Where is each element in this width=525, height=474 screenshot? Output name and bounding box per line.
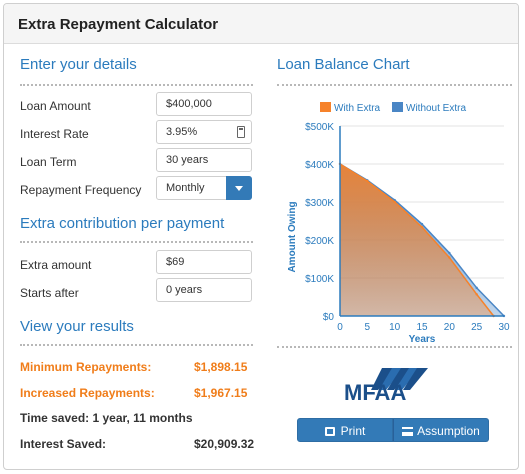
assumption-label: Assumption [417, 424, 480, 438]
min-repayments-label: Minimum Repayments: [20, 360, 152, 374]
data-point [448, 251, 451, 255]
legend-swatch [320, 102, 331, 112]
extra-amount-label: Extra amount [20, 258, 92, 272]
chart-heading: Loan Balance Chart [277, 56, 410, 73]
x-axis-label: Years [409, 334, 436, 342]
results-heading: View your results [20, 318, 134, 335]
x-tick-label: 30 [498, 322, 510, 333]
starts-after-input[interactable]: 0 years [156, 278, 252, 302]
loan-amount-input[interactable]: $400,000 [156, 92, 252, 116]
data-point [393, 200, 396, 204]
loan-balance-chart: With Extra Without Extra $0 $100K $200K $300… [287, 102, 510, 342]
chevron-down-icon[interactable] [226, 176, 252, 200]
loan-amount-label: Loan Amount [20, 99, 91, 113]
y-tick-label: $500K [305, 122, 334, 133]
legend-label: Without Extra [406, 103, 466, 114]
divider [20, 344, 253, 346]
divider [277, 346, 512, 348]
y-tick-label: $300K [305, 198, 334, 209]
frequency-select[interactable]: Monthly [156, 176, 252, 200]
x-tick-label: 10 [389, 322, 401, 333]
data-point [420, 222, 424, 226]
legend-swatch [392, 102, 403, 112]
divider [20, 84, 253, 86]
print-button[interactable]: Print [297, 418, 393, 442]
data-point [420, 225, 424, 229]
chart-areas [338, 162, 506, 318]
calculator-panel: Extra Repayment Calculator Enter your de… [3, 3, 519, 470]
x-tick-label: 15 [416, 322, 428, 333]
interest-saved-label: Interest Saved: [20, 437, 107, 451]
min-repayments-value: $1,898.15 [194, 360, 248, 374]
loan-term-label: Loan Term [20, 155, 77, 169]
interest-rate-input[interactable]: 3.95% [156, 120, 252, 144]
time-saved: Time saved: 1 year, 11 months [20, 411, 193, 425]
data-point [475, 293, 478, 296]
x-tick-label: 5 [365, 322, 371, 333]
data-point [475, 286, 478, 290]
x-tick-label: 25 [471, 322, 483, 333]
details-heading: Enter your details [20, 56, 137, 73]
y-tick-label: $400K [305, 160, 334, 171]
divider [20, 241, 253, 243]
y-axis-label: Amount Owing [287, 201, 298, 272]
x-tick-label: 20 [444, 322, 456, 333]
chart-axes: $0 $100K $200K $300K $400K $500K 0 5 10 15 20 25 30 Y… [287, 122, 510, 342]
extra-amount-input[interactable]: $69 [156, 250, 252, 274]
interest-saved-value: $20,909.32 [194, 437, 255, 451]
data-point [366, 179, 369, 183]
interest-rate-value: 3.95% [166, 126, 198, 138]
legend-label: With Extra [334, 103, 381, 114]
x-tick-label: 0 [337, 322, 343, 333]
data-point [448, 256, 451, 259]
loan-term-input[interactable]: 30 years [156, 148, 252, 172]
panel-title: Extra Repayment Calculator [4, 4, 518, 44]
calculator-icon[interactable] [237, 126, 245, 138]
starts-after-label: Starts after [20, 286, 79, 300]
increased-repayments-value: $1,967.15 [194, 386, 248, 400]
y-tick-label: $0 [323, 312, 335, 323]
chart-legend: With Extra Without Extra [320, 102, 466, 114]
assumption-button[interactable]: Assumption [393, 418, 489, 442]
area-with-extra [340, 164, 494, 316]
y-tick-label: $100K [305, 274, 334, 285]
list-icon [402, 427, 414, 436]
frequency-value: Monthly [166, 182, 205, 194]
frequency-label: Repayment Frequency [20, 183, 142, 197]
mfaa-logo: MFAA [344, 368, 428, 404]
interest-rate-label: Interest Rate [20, 127, 89, 141]
increased-repayments-label: Increased Repayments: [20, 386, 155, 400]
logo-text: MFAA [344, 380, 406, 404]
print-icon [324, 427, 335, 436]
y-tick-label: $200K [305, 236, 334, 247]
print-label: Print [340, 424, 366, 438]
divider [277, 84, 512, 86]
extra-heading: Extra contribution per payment [20, 215, 225, 232]
